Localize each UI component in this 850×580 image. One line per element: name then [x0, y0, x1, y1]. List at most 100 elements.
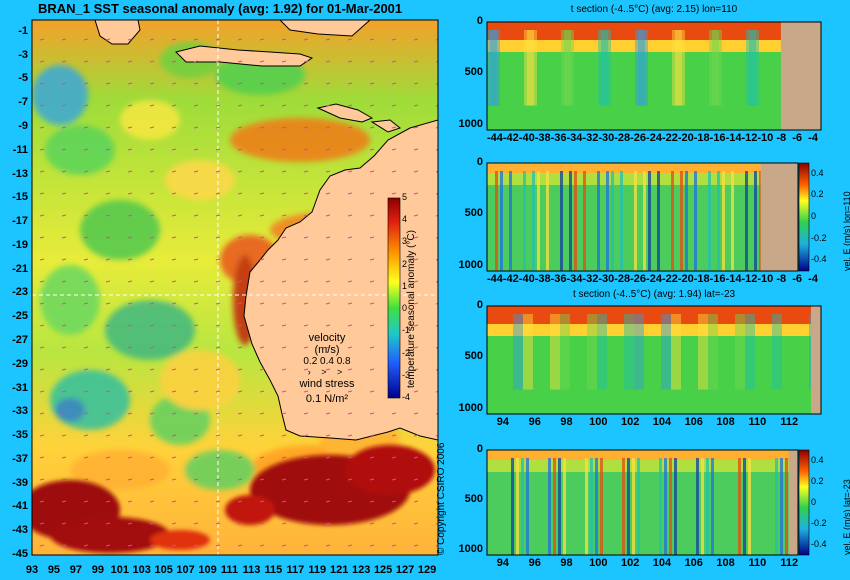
velocity-arrow	[259, 148, 265, 151]
map-lon-tick: 127	[395, 564, 415, 576]
velocity-arrow	[127, 390, 133, 393]
map-lon-tick: 109	[198, 564, 217, 576]
velocity-arrow	[193, 346, 199, 349]
velocity-arrow	[347, 148, 353, 151]
velocity-arrow	[39, 38, 45, 41]
velocity-arrow	[83, 192, 89, 195]
velocity-arrow	[369, 522, 375, 525]
panel-x-tick: 96	[528, 416, 541, 428]
velocity-arrow	[149, 38, 155, 41]
section-streak	[548, 458, 551, 555]
map-lat-tick: -15	[12, 191, 28, 204]
velocity-arrow	[105, 456, 111, 459]
section-streak	[637, 458, 640, 555]
velocity-arrow	[193, 104, 199, 107]
section-streak	[597, 314, 607, 390]
velocity-arrow	[105, 214, 111, 217]
velocity-arrow	[83, 346, 89, 349]
velocity-arrow	[413, 346, 419, 349]
velocity-arrow	[149, 192, 155, 195]
velocity-arrow	[325, 192, 331, 195]
velocity-arrow	[215, 456, 221, 459]
panel-title: t section (-4..5°C) (avg: 1.94) lat=-23	[572, 289, 736, 300]
section-streak	[672, 30, 682, 106]
velocity-arrow	[149, 346, 155, 349]
panel-x-tick: -30	[598, 132, 615, 144]
map-lon-tick: 113	[242, 564, 261, 576]
velocity-arrow	[413, 412, 419, 415]
map-lon-tick: 121	[330, 564, 349, 576]
velocity-arrow	[61, 412, 67, 415]
velocity-arrow	[39, 522, 45, 525]
section-streak	[546, 171, 549, 271]
velocity-legend-values: 0.2 0.4 0.8	[303, 356, 351, 367]
velocity-arrow	[391, 456, 397, 459]
velocity-arrow	[149, 324, 155, 327]
velocity-arrow	[369, 302, 375, 305]
velocity-arrow	[83, 280, 89, 283]
velocity-arrow	[39, 192, 45, 195]
velocity-arrow	[347, 522, 353, 525]
panel-x-tick: 102	[620, 557, 640, 569]
panel-y-tick: 500	[464, 66, 483, 79]
velocity-arrow	[127, 214, 133, 217]
panel-x-tick: 98	[560, 416, 573, 428]
velocity-arrow	[193, 214, 199, 217]
velocity-arrow	[39, 544, 45, 547]
velocity-arrow	[83, 544, 89, 547]
map-lat-tick: -35	[12, 429, 28, 442]
panel-x-tick: -36	[550, 132, 567, 144]
velocity-arrow	[369, 368, 375, 371]
velocity-arrow	[61, 434, 67, 437]
velocity-arrow	[413, 38, 419, 41]
velocity-arrow	[369, 412, 375, 415]
velocity-arrow	[127, 368, 133, 371]
velocity-arrow	[83, 302, 89, 305]
panel-title: t section (-4..5°C) (avg: 2.15) lon=110	[570, 4, 738, 15]
velocity-arrow	[215, 544, 221, 547]
map-lon-tick: 123	[352, 564, 371, 576]
panel-colorbar-tick: -0.2	[811, 517, 827, 528]
velocity-arrow	[127, 148, 133, 151]
panel-x-tick: -8	[776, 132, 787, 144]
velocity-arrow	[83, 214, 89, 217]
velocity-arrow	[149, 258, 155, 261]
velocity-arrow	[435, 60, 438, 63]
map-lon-tick: 99	[91, 564, 104, 576]
section-streak	[657, 171, 660, 271]
velocity-arrow	[61, 60, 67, 63]
panel-x-tick: -28	[614, 132, 631, 144]
section-streak	[659, 458, 662, 555]
velocity-arrow	[237, 302, 243, 305]
panel-x-tick: -22	[661, 132, 678, 144]
velocity-arrow	[149, 104, 155, 107]
map-lon-tick: 125	[373, 564, 393, 576]
velocity-arrow	[193, 148, 199, 151]
panel-x-tick: -14	[725, 132, 742, 144]
panel-y-tick: 1000	[458, 258, 483, 271]
velocity-arrow	[127, 60, 133, 63]
velocity-arrow	[347, 236, 353, 239]
velocity-arrow	[281, 302, 287, 305]
section-streak	[606, 171, 609, 271]
velocity-arrow	[435, 434, 438, 437]
velocity-arrow	[149, 82, 155, 85]
velocity-arrow	[127, 258, 133, 261]
velocity-arrow	[303, 126, 309, 129]
velocity-arrow	[435, 148, 438, 151]
velocity-arrow	[127, 170, 133, 173]
velocity-arrow	[347, 170, 353, 173]
velocity-arrow	[237, 280, 243, 283]
velocity-arrow	[369, 236, 375, 239]
velocity-arrow	[325, 368, 331, 371]
velocity-arrow	[281, 126, 287, 129]
velocity-arrow	[171, 456, 177, 459]
section-streak	[595, 458, 598, 555]
velocity-arrow	[259, 104, 265, 107]
velocity-arrow	[237, 412, 243, 415]
velocity-arrow	[215, 324, 221, 327]
map-lat-tick: -9	[18, 120, 28, 132]
